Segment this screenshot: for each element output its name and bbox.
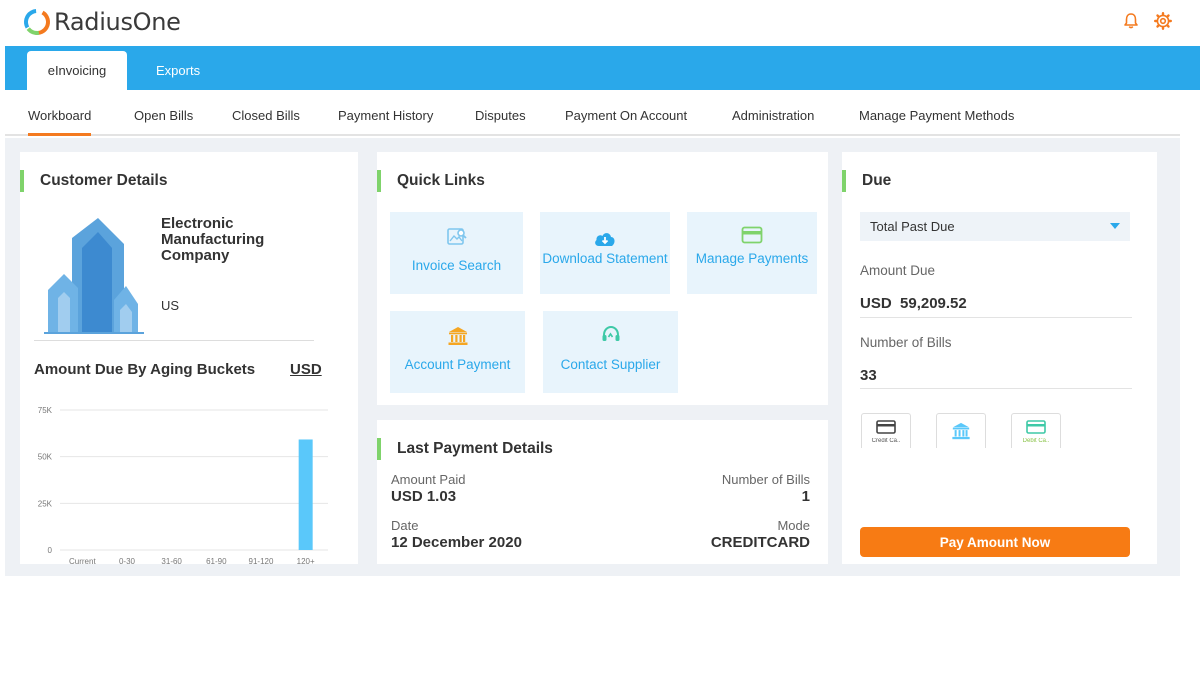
- chevron-down-icon: [1110, 223, 1120, 229]
- bell-icon[interactable]: [1122, 12, 1140, 30]
- nav-administration[interactable]: Administration: [732, 108, 815, 123]
- module-tab-bar: eInvoicing Exports: [5, 46, 1200, 90]
- quick-link-invoice-search[interactable]: Invoice Search: [390, 212, 523, 294]
- credit-card-icon: [876, 420, 896, 434]
- settings-gear-icon[interactable]: [1154, 12, 1172, 30]
- company-country: US: [161, 298, 180, 313]
- nav-disputes[interactable]: Disputes: [475, 108, 526, 123]
- aging-chart-title: Amount Due By Aging Buckets: [34, 361, 256, 378]
- due-filter-select[interactable]: Total Past Due: [860, 212, 1130, 241]
- aging-currency-link[interactable]: USD: [290, 361, 322, 378]
- due-card: Due Total Past Due Amount Due USD 59,209…: [842, 152, 1157, 564]
- amount-paid-label: Amount Paid: [391, 472, 466, 487]
- nav-open-bills[interactable]: Open Bills: [134, 108, 194, 123]
- workboard-content: Customer Details Electronic Manufacturin…: [5, 138, 1180, 576]
- quick-link-contact-supplier[interactable]: Contact Supplier: [543, 311, 678, 393]
- divider: [860, 317, 1132, 318]
- headset-icon: [602, 325, 619, 341]
- x-tick-label: 91-120: [249, 557, 274, 564]
- x-tick-label: 61-90: [206, 557, 227, 564]
- bank-icon: [952, 422, 970, 440]
- quick-link-manage-payments[interactable]: Manage Payments: [687, 212, 817, 294]
- building-icon: [44, 218, 144, 334]
- pay-by-credit-card-button[interactable]: Credit Ca..: [861, 413, 911, 448]
- quick-link-label: Invoice Search: [411, 258, 502, 273]
- payment-date-label: Date: [391, 518, 419, 533]
- cloud-download-icon: [595, 233, 615, 246]
- pay-amount-now-button[interactable]: Pay Amount Now: [860, 527, 1130, 557]
- card-title: Due: [842, 170, 891, 192]
- payment-method-caption: Credit Ca..: [871, 438, 901, 444]
- divider: [860, 388, 1132, 389]
- bills-count-value: 33: [860, 367, 877, 384]
- x-tick-label: 120+: [297, 557, 315, 564]
- tab-einvoicing[interactable]: eInvoicing: [27, 51, 127, 90]
- company-name: Electronic Manufacturing Company: [161, 215, 265, 264]
- quick-link-label: Account Payment: [404, 357, 511, 372]
- debit-card-icon: [1026, 420, 1046, 434]
- sub-navigation: Workboard Open Bills Closed Bills Paymen…: [5, 90, 1180, 136]
- bills-count-label: Number of Bills: [860, 335, 952, 350]
- aging-bar-chart: 0 25K 50K 75K Current 0-30 31-60 61-90 91-120 120…: [38, 406, 328, 564]
- tab-exports[interactable]: Exports: [156, 63, 201, 78]
- payment-date-value: 12 December 2020: [391, 534, 522, 551]
- y-tick-label: 25K: [38, 499, 53, 508]
- quick-link-label: Download Statement: [542, 251, 668, 266]
- nav-closed-bills[interactable]: Closed Bills: [232, 108, 300, 123]
- y-tick-label: 50K: [38, 453, 53, 462]
- brand-name: RadiusOne: [54, 8, 181, 36]
- y-tick-label: 0: [48, 546, 53, 555]
- pay-by-debit-card-button[interactable]: Debit Ca..: [1011, 413, 1061, 448]
- payment-mode-value: CREDITCARD: [710, 534, 810, 551]
- card-title: Customer Details: [20, 170, 167, 192]
- card-icon: [741, 226, 763, 244]
- card-title: Last Payment Details: [377, 438, 553, 460]
- customer-details-card: Customer Details Electronic Manufacturin…: [20, 152, 358, 564]
- last-payment-card: Last Payment Details Amount Paid USD 1.0…: [377, 420, 828, 564]
- last-bills-value: 1: [801, 488, 810, 505]
- nav-manage-payment-methods[interactable]: Manage Payment Methods: [859, 108, 1015, 123]
- payment-mode-label: Mode: [777, 518, 810, 533]
- amount-due-currency: USD: [860, 295, 892, 312]
- top-bar: RadiusOne: [0, 0, 1200, 46]
- x-tick-label: 0-30: [119, 557, 136, 564]
- amount-due-label: Amount Due: [860, 263, 936, 278]
- card-title: Quick Links: [377, 170, 485, 192]
- quick-link-download-statement[interactable]: Download Statement: [540, 212, 670, 294]
- divider: [34, 340, 314, 341]
- nav-payment-history[interactable]: Payment History: [338, 108, 434, 123]
- quick-links-card: Quick Links Invoice Search Download Stat…: [377, 152, 828, 405]
- quick-link-label: Contact Supplier: [560, 357, 661, 372]
- y-tick-label: 75K: [38, 406, 53, 415]
- amount-paid-value: USD 1.03: [391, 488, 457, 505]
- x-tick-label: 31-60: [161, 557, 182, 564]
- radiusone-logo-icon: [24, 8, 50, 35]
- payment-method-caption: Debit Ca..: [1022, 438, 1050, 444]
- amount-due-number: 59,209.52: [900, 295, 967, 312]
- x-tick-label: Current: [69, 557, 96, 564]
- quick-link-account-payment[interactable]: Account Payment: [390, 311, 525, 393]
- image-search-icon: [446, 228, 467, 245]
- amount-due-value: USD 59,209.52: [860, 295, 967, 312]
- bank-icon: [448, 327, 467, 345]
- bar-120: [298, 439, 313, 550]
- due-filter-value: Total Past Due: [870, 219, 955, 234]
- quick-link-label: Manage Payments: [695, 251, 809, 266]
- brand-logo[interactable]: RadiusOne: [22, 6, 181, 38]
- nav-payment-on-account[interactable]: Payment On Account: [565, 108, 688, 123]
- pay-by-bank-button[interactable]: [936, 413, 986, 448]
- nav-workboard[interactable]: Workboard: [28, 90, 92, 136]
- last-bills-label: Number of Bills: [721, 472, 810, 487]
